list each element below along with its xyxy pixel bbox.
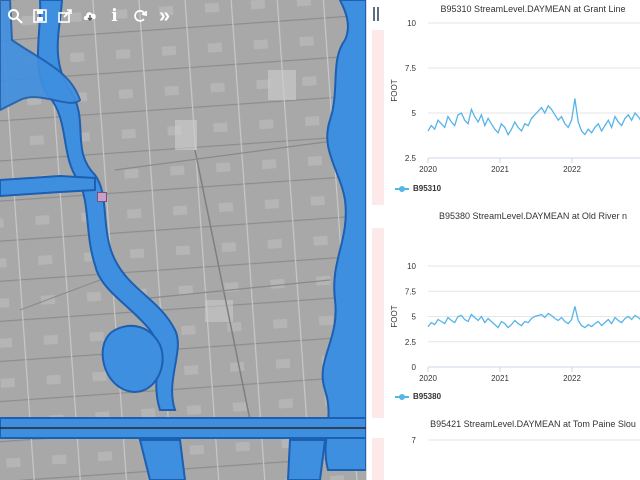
panel-splitter[interactable] <box>366 0 384 480</box>
chart-b95310: B95310 StreamLevel.DAYMEAN at Grant Line… <box>383 0 640 210</box>
y-tick-label: 2.5 <box>405 154 417 163</box>
x-tick-label: 2020 <box>419 165 437 174</box>
save-icon[interactable] <box>29 5 50 26</box>
chart-legend[interactable]: B95310 <box>395 184 441 193</box>
chart-legend[interactable]: B95380 <box>395 392 441 401</box>
info-glyph: i <box>111 5 118 26</box>
y-tick-label: 10 <box>407 262 416 271</box>
chart-highlight-band <box>372 438 384 480</box>
x-tick-label: 2022 <box>563 374 581 383</box>
chart-plot[interactable]: 107.552.5FOOT2020202120222 <box>383 0 640 210</box>
export-icon[interactable] <box>54 5 75 26</box>
y-tick-label: 10 <box>407 19 416 28</box>
x-tick-label: 2020 <box>419 374 437 383</box>
chart-panel: B95310 StreamLevel.DAYMEAN at Grant Line… <box>383 0 640 480</box>
map-canvas[interactable] <box>0 0 366 480</box>
chart-highlight-band <box>372 30 384 205</box>
chart-title: B95421 StreamLevel.DAYMEAN at Tom Paine … <box>430 419 636 429</box>
y-tick-label: 5 <box>412 109 417 118</box>
y-axis-label: FOOT <box>390 79 399 101</box>
map-toolbar: i » <box>4 5 175 26</box>
chart-title: B95310 StreamLevel.DAYMEAN at Grant Line <box>440 4 626 14</box>
splitter-grip-icon[interactable] <box>377 7 379 21</box>
y-tick-label: 2.5 <box>405 338 417 347</box>
y-tick-label: 0 <box>412 363 417 372</box>
x-tick-label: 2022 <box>563 165 581 174</box>
legend-label: B95380 <box>413 392 442 401</box>
x-tick-label: 2021 <box>491 374 509 383</box>
splitter-grip-icon[interactable] <box>373 7 375 21</box>
y-tick-label: 5 <box>412 313 417 322</box>
chart-title: B95380 StreamLevel.DAYMEAN at Old River … <box>439 211 627 221</box>
station-marker[interactable] <box>97 192 107 202</box>
y-tick-label: 7.5 <box>405 64 417 73</box>
series-line <box>427 98 640 136</box>
chart-highlight-band <box>372 228 384 418</box>
chart-plot[interactable]: 7 <box>383 415 640 480</box>
info-icon[interactable]: i <box>104 5 125 26</box>
x-tick-label: 2021 <box>491 165 509 174</box>
expand-glyph: » <box>158 4 171 27</box>
map-view[interactable] <box>0 0 366 480</box>
series-line <box>427 306 640 329</box>
y-axis-label: FOOT <box>390 305 399 327</box>
legend-line-icon <box>395 393 409 401</box>
chart-plot[interactable]: 107.552.50FOOT2020202120222 <box>383 205 640 415</box>
y-tick-label: 7 <box>412 436 417 445</box>
cloud-download-icon[interactable] <box>79 5 100 26</box>
legend-label: B95310 <box>413 184 442 193</box>
chart-b95380: B95380 StreamLevel.DAYMEAN at Old River … <box>383 205 640 415</box>
expand-icon[interactable]: » <box>154 5 175 26</box>
search-icon[interactable] <box>4 5 25 26</box>
refresh-icon[interactable] <box>129 5 150 26</box>
chart-b95421: B95421 StreamLevel.DAYMEAN at Tom Paine … <box>383 415 640 480</box>
y-tick-label: 7.5 <box>405 287 417 296</box>
legend-line-icon <box>395 185 409 193</box>
